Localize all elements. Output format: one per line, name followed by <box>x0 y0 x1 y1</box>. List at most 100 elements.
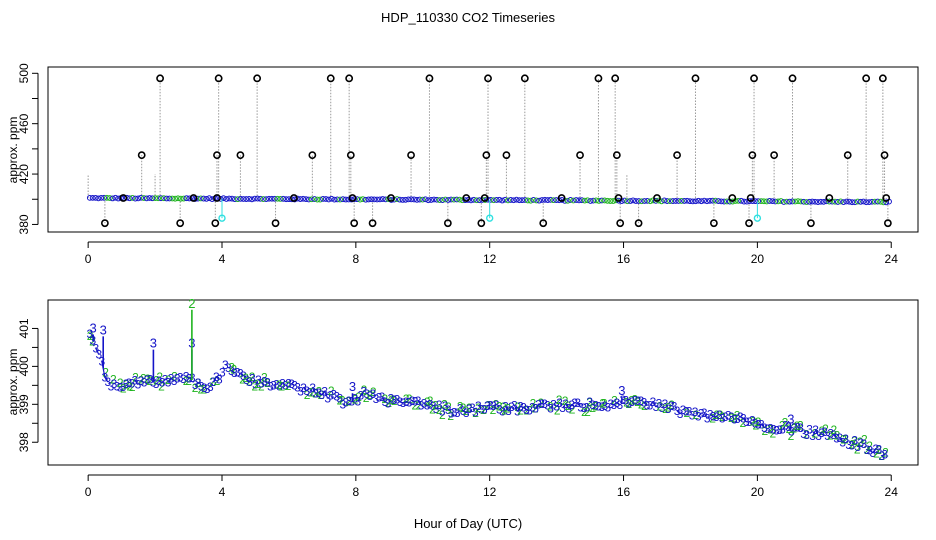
baseline-point <box>667 198 673 205</box>
outlier-point <box>484 74 492 83</box>
series-3-marker: 3 <box>508 400 515 414</box>
baseline-point <box>177 195 184 202</box>
series-2-marker: 2 <box>304 388 311 402</box>
outlier-point <box>462 194 471 202</box>
series-2-marker: 2 <box>144 372 151 386</box>
series-3-marker: 3 <box>680 403 687 417</box>
series-3-marker: 3 <box>626 397 633 411</box>
series-3-marker: 3 <box>433 402 440 416</box>
baseline-point <box>638 198 645 205</box>
series-2-marker: 2 <box>201 383 208 397</box>
series-2-marker: 2 <box>132 371 139 385</box>
baseline-point <box>183 195 190 202</box>
baseline-point <box>587 198 594 204</box>
series-2-marker: 2 <box>214 374 221 388</box>
connect-segment <box>565 403 570 409</box>
baseline-point <box>533 197 540 204</box>
baseline-point <box>712 197 719 204</box>
baseline-point <box>428 197 435 203</box>
series-3-marker: 3 <box>764 422 771 436</box>
baseline-point <box>695 197 702 204</box>
outlier-point <box>882 194 891 202</box>
baseline-point <box>166 195 173 202</box>
series-3-marker: 3 <box>686 405 693 419</box>
series-2-marker: 2 <box>361 383 368 397</box>
connect-segment <box>779 428 783 431</box>
baseline-point <box>820 198 827 205</box>
outlier-point <box>443 219 452 228</box>
baseline-point <box>624 198 631 205</box>
series-3-marker: 3 <box>111 377 118 391</box>
series-3-marker: 3 <box>96 348 103 362</box>
series-2-marker: 2 <box>228 361 235 375</box>
bottom-plot-frame <box>47 299 919 466</box>
outlier-point <box>407 151 415 160</box>
bottom-y-tick-label: 400 <box>17 356 31 376</box>
baseline-point <box>146 195 153 201</box>
baseline-point <box>155 195 161 202</box>
connect-segment <box>812 429 817 437</box>
series-2-marker: 2 <box>345 395 352 409</box>
baseline-point <box>140 195 147 201</box>
series-2-marker: 2 <box>779 419 786 433</box>
connect-segment <box>396 399 401 403</box>
series-3-marker: 3 <box>475 399 482 413</box>
series-3-marker: 3 <box>117 381 124 395</box>
connect-segment <box>616 402 621 406</box>
connect-segment <box>872 448 877 454</box>
connect-segment <box>170 378 175 382</box>
series-2-marker: 2 <box>447 409 454 423</box>
top-x-tick-label: 8 <box>353 252 360 266</box>
series-2-marker: 2 <box>791 422 798 436</box>
baseline-point <box>149 195 156 202</box>
series-3-marker: 3 <box>258 377 265 391</box>
connect-segment <box>592 404 596 406</box>
baseline-point <box>442 196 449 203</box>
baseline-point <box>874 198 881 205</box>
baseline-point <box>778 198 784 204</box>
outlier-point <box>557 194 566 202</box>
baseline-point <box>138 194 144 201</box>
series-3-marker: 3 <box>297 384 304 398</box>
series-3-marker: 3 <box>746 415 753 429</box>
series-2-marker: 2 <box>827 428 834 442</box>
baseline-point <box>334 196 341 203</box>
series-2-marker: 2 <box>475 401 482 415</box>
connect-segment <box>312 387 317 394</box>
series-2-marker: 2 <box>500 400 507 414</box>
baseline-point <box>704 198 710 205</box>
series-3-marker: 3 <box>466 402 473 416</box>
baseline-point <box>544 197 551 203</box>
top-y-tick-label-group: 380 <box>17 214 31 234</box>
outlier-point <box>653 194 661 202</box>
connect-segment <box>649 401 654 406</box>
baseline-point <box>661 197 668 204</box>
baseline-point <box>735 197 742 204</box>
series-2-marker: 2 <box>496 399 503 413</box>
baseline-point <box>775 198 782 205</box>
series-3-marker: 3 <box>842 432 849 446</box>
baseline-point <box>633 198 639 204</box>
series-2-marker: 2 <box>713 408 720 422</box>
connect-segment <box>303 387 308 392</box>
series-2-marker: 2 <box>584 405 591 419</box>
outlier-point <box>176 219 185 228</box>
series-2-marker: 2 <box>849 437 856 451</box>
series-3-marker: 3 <box>114 380 121 394</box>
series-2-marker: 2 <box>337 394 344 408</box>
series-3-marker: 3 <box>698 406 705 420</box>
series-2-marker: 2 <box>592 399 599 413</box>
series-3-marker: 3 <box>126 376 133 390</box>
series-3-marker: 3 <box>656 397 663 411</box>
series-2-marker: 2 <box>276 378 283 392</box>
spike-marker: 2 <box>188 296 195 311</box>
outlier-point <box>614 194 623 202</box>
series-2-marker: 2 <box>819 424 826 438</box>
series-3-marker: 3 <box>773 423 780 437</box>
series-3-marker: 3 <box>854 440 861 454</box>
series-2-marker: 2 <box>249 370 256 384</box>
series-2-marker: 2 <box>424 395 431 409</box>
series-2-marker: 2 <box>209 375 216 389</box>
connect-segment <box>760 424 765 429</box>
series-3-marker: 3 <box>487 398 494 412</box>
